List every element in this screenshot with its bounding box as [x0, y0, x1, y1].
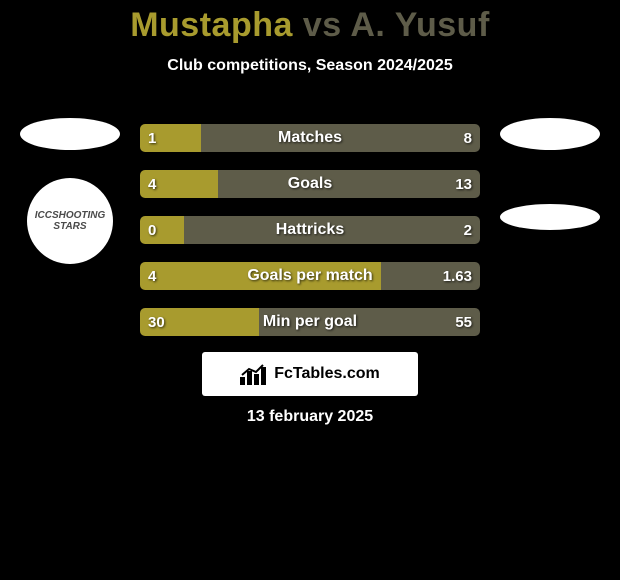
bar-segment-right	[201, 124, 480, 152]
comparison-title: Mustapha vs A. Yusuf	[0, 0, 620, 45]
brand-badge: FcTables.com	[202, 352, 418, 396]
stat-row: 413Goals	[140, 170, 480, 198]
stat-row: 3055Min per goal	[140, 308, 480, 336]
club-logo-circle: ICCSHOOTING STARS	[27, 178, 113, 264]
subtitle: Club competitions, Season 2024/2025	[0, 57, 620, 75]
chart-icon	[240, 363, 268, 385]
player2-name: A. Yusuf	[350, 6, 489, 44]
club-logo-ellipse	[20, 118, 120, 150]
brand-text: FcTables.com	[274, 365, 380, 383]
player1-name: Mustapha	[130, 6, 293, 44]
stat-row: 02Hattricks	[140, 216, 480, 244]
bar-segment-left	[140, 262, 381, 290]
stat-row: 18Matches	[140, 124, 480, 152]
bar-segment-right	[259, 308, 480, 336]
stat-row: 41.63Goals per match	[140, 262, 480, 290]
bar-segment-left	[140, 216, 184, 244]
club-logo-ellipse	[500, 118, 600, 150]
left-logos: ICCSHOOTING STARS	[20, 118, 120, 264]
bar-segment-right	[184, 216, 480, 244]
club-logo-ellipse	[500, 204, 600, 230]
club-logo-text: ICCSHOOTING STARS	[27, 210, 113, 232]
bar-segment-right	[218, 170, 480, 198]
bar-segment-left	[140, 124, 201, 152]
footer-date: 13 february 2025	[0, 408, 620, 426]
bar-segment-left	[140, 170, 218, 198]
right-logos	[500, 118, 600, 230]
stats-bars: 18Matches 413Goals 02Hattricks 41.63Goals p…	[140, 124, 480, 336]
bar-segment-right	[381, 262, 480, 290]
vs-label: vs	[303, 6, 342, 44]
bar-segment-left	[140, 308, 259, 336]
